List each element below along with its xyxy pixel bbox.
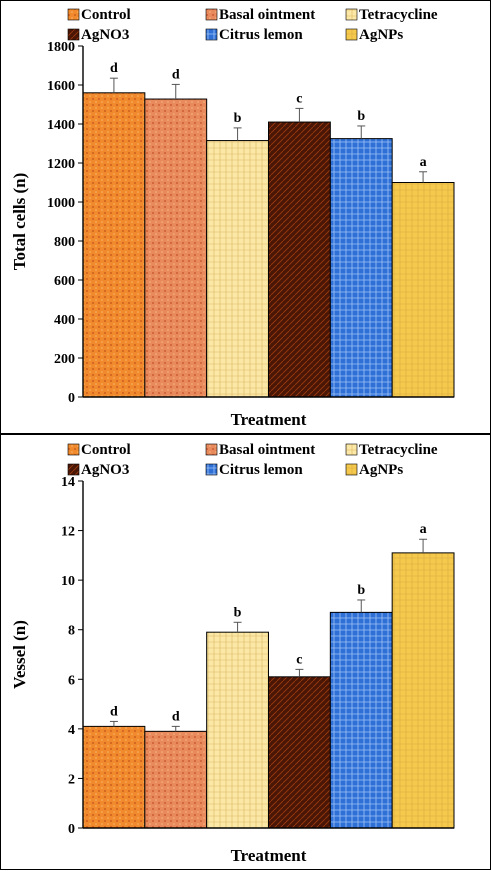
- legend-swatch-agno3: [67, 463, 80, 476]
- legend-label-citrus-lemon: Citrus lemon: [219, 462, 303, 478]
- legend-label-control: Control: [81, 7, 131, 23]
- legend-swatch-agnps: [345, 463, 358, 476]
- y-axis-label: Vessel (n): [10, 620, 29, 689]
- legend: Control Basal ointment Tetracycline AgNO3 Ci…: [67, 442, 438, 478]
- bar-basal-ointment: [144, 98, 208, 398]
- significance-letter: b: [357, 109, 365, 124]
- y-tick-label: 1600: [47, 79, 75, 94]
- legend-label-control: Control: [81, 442, 131, 458]
- bar-tetracycline: [206, 140, 270, 398]
- bar-citrus-lemon: [329, 611, 393, 829]
- y-tick-label: 1200: [47, 157, 75, 172]
- legend-swatch-citrus-lemon: [205, 463, 218, 476]
- y-tick-label: 6: [68, 673, 75, 688]
- y-tick-label: 600: [54, 274, 75, 289]
- total-cells-chart: Control Basal ointment Tetracycline AgNO3 Ci…: [10, 7, 455, 429]
- significance-letter: a: [420, 155, 427, 170]
- significance-letter: d: [110, 704, 118, 719]
- significance-letter: b: [234, 605, 242, 620]
- legend-label-agnps: AgNPs: [359, 27, 403, 43]
- y-tick-label: 14: [61, 475, 75, 490]
- significance-letter: d: [172, 67, 180, 82]
- legend-label-agno3: AgNO3: [81, 462, 129, 478]
- legend-label-basal-ointment: Basal ointment: [219, 442, 315, 458]
- legend-label-basal-ointment: Basal ointment: [219, 7, 315, 23]
- legend-swatch-citrus-lemon: [205, 28, 218, 41]
- legend-label-tetracycline: Tetracycline: [359, 442, 438, 458]
- bar-agno3: [268, 121, 331, 398]
- x-axis-label: Treatment: [231, 846, 307, 865]
- legend-swatch-basal-ointment: [205, 8, 218, 21]
- significance-letter: d: [172, 709, 180, 724]
- legend: Control Basal ointment Tetracycline AgNO3 Ci…: [67, 7, 438, 43]
- legend-swatch-basal-ointment: [205, 443, 218, 456]
- legend-label-agnps: AgNPs: [359, 462, 403, 478]
- y-tick-label: 800: [54, 235, 75, 250]
- significance-letter: d: [110, 61, 118, 76]
- total-cells-chart-panel: Control Basal ointment Tetracycline AgNO3 Ci…: [0, 0, 491, 434]
- legend-swatch-tetracycline: [345, 8, 358, 21]
- bar-agno3: [268, 676, 331, 829]
- bar-agnps: [391, 552, 455, 829]
- legend-swatch-tetracycline: [345, 443, 358, 456]
- y-tick-label: 0: [68, 822, 75, 837]
- bar-tetracycline: [206, 631, 270, 829]
- y-tick-label: 400: [54, 313, 75, 328]
- y-tick-label: 1400: [47, 118, 75, 133]
- y-tick-label: 4: [68, 723, 75, 738]
- bar-control: [82, 725, 146, 829]
- y-axis-label: Total cells (n): [10, 173, 29, 271]
- legend-label-citrus-lemon: Citrus lemon: [219, 27, 303, 43]
- legend-label-agno3: AgNO3: [81, 27, 129, 43]
- significance-letter: b: [234, 111, 242, 126]
- vessel-chart: Control Basal ointment Tetracycline AgNO3 Ci…: [10, 442, 455, 865]
- bar-agnps: [391, 182, 455, 398]
- significance-letter: b: [357, 583, 365, 598]
- significance-letter: c: [296, 91, 302, 106]
- y-tick-label: 10: [61, 574, 75, 589]
- significance-letter: c: [296, 652, 302, 667]
- legend-swatch-agno3: [67, 28, 80, 41]
- legend-swatch-agnps: [345, 28, 358, 41]
- vessel-chart-panel: Control Basal ointment Tetracycline AgNO3 Ci…: [0, 434, 491, 870]
- y-tick-label: 8: [68, 624, 75, 639]
- legend-swatch-control: [67, 8, 80, 21]
- legend-label-tetracycline: Tetracycline: [359, 7, 438, 23]
- significance-letter: a: [420, 522, 427, 537]
- y-tick-label: 0: [68, 391, 75, 406]
- x-axis-label: Treatment: [231, 410, 307, 429]
- y-tick-label: 1000: [47, 196, 75, 211]
- bar-basal-ointment: [144, 730, 208, 829]
- y-tick-label: 2: [68, 772, 75, 787]
- bar-citrus-lemon: [329, 138, 393, 398]
- bar-control: [82, 92, 146, 398]
- y-tick-label: 12: [61, 525, 75, 540]
- legend-swatch-control: [67, 443, 80, 456]
- y-tick-label: 1800: [47, 40, 75, 55]
- y-tick-label: 200: [54, 352, 75, 367]
